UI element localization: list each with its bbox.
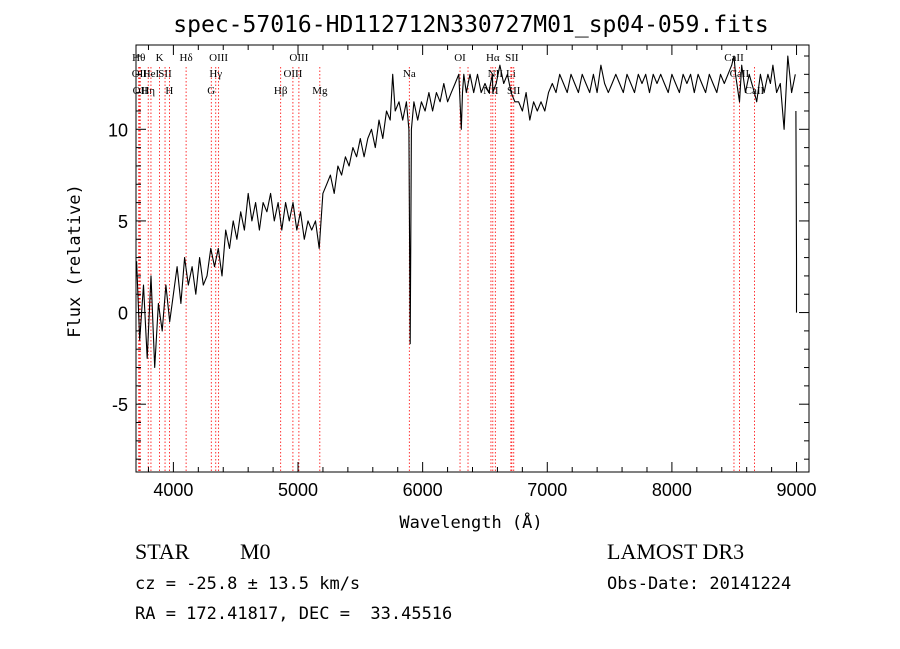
spectral-line-label: Hα [486,52,500,64]
x-tick-label: 8000 [652,480,692,500]
spectral-line-label: OIII [283,68,302,80]
plot-frame [135,44,810,473]
spectrum-line [795,110,798,313]
redshift-readout: cz = -25.8 ± 13.5 km/s [135,574,361,594]
object-class: STAR [135,539,190,564]
spectral-line-label: K [156,52,164,64]
x-tick-label: 4000 [153,480,193,500]
spectral-line-label: Hδ [180,52,193,64]
spectral-line-label: NII [483,85,499,97]
spectral-line-label: OIII [289,52,308,64]
x-tick-label: 7000 [527,480,567,500]
y-tick-label: -5 [112,395,128,415]
spectral-line-label: HeI [143,68,160,80]
spectral-line-label: G [207,85,215,97]
spectral-line-label: OI [454,52,466,64]
spectral-line-label: Mg [312,85,328,97]
axes-layer: 4000 5000 6000 7000 8000 9000 -5 0 5 10 [108,45,817,500]
y-axis-label: Flux (relative) [65,184,85,338]
spectral-line-label: Hγ [209,68,222,80]
x-tick-label: 9000 [777,480,817,500]
spectral-line-label: Li [506,68,516,80]
observation-date: Obs-Date: 20141224 [607,574,792,594]
coordinates-readout: RA = 172.41817, DEC = 33.45516 [135,604,453,624]
spectral-line-label: Hθ [132,52,145,64]
spectral-line-label: Na [403,68,416,80]
y-tick-label: 10 [108,120,128,140]
x-axis-label: Wavelength (Å) [399,511,542,533]
spectral-line-label: Hβ [274,85,288,97]
spectral-line-label: OIII [209,52,228,64]
survey-name: LAMOST DR3 [607,539,745,564]
spectrum-line [136,55,796,369]
spectral-line-label: H [165,85,173,97]
spectral-line-label: SII [505,52,519,64]
spectrum-data-layer [136,55,798,369]
y-tick-label: 5 [118,212,128,232]
spectral-line-label: CaII [745,85,765,97]
x-tick-label: 5000 [278,480,318,500]
y-tick-label: 0 [118,304,128,324]
spectral-line-label: Hη [141,85,155,97]
spectral-line-label: SII [158,68,172,80]
spectral-line-label: SII [507,85,521,97]
spectral-line-label: CaII [730,68,750,80]
spectral-lines-layer: HθOIIOIIHηHeIKSIIHHδGHγOIIIHβOIIIOIIIMgN… [132,52,765,472]
object-subclass: M0 [240,539,271,564]
x-tick-label: 6000 [403,480,443,500]
chart-title: spec-57016-HD112712N330727M01_sp04-059.f… [173,12,768,38]
